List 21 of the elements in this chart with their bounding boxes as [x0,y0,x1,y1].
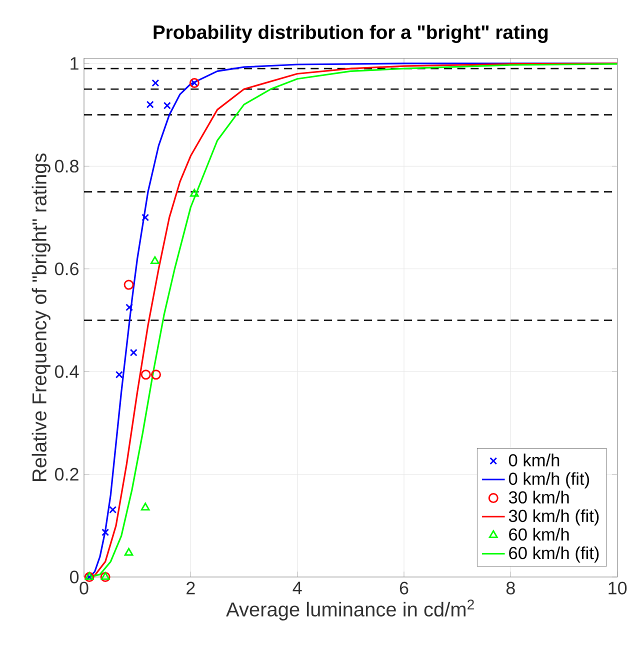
x-tick-label: 4 [292,582,302,594]
y-axis-title: Relative Frequency of "bright" ratings [32,154,50,481]
y-tick-label: 0 [70,570,79,584]
x-axis-title: Average luminance in cd/m$^{2}$ [226,600,474,620]
legend-label: 0 km/h [508,454,560,466]
legend-label: 60 km/h (fit) [509,546,599,563]
y-tick-label: 1 [70,57,78,70]
legend-label: 30 km/h (fit) [508,509,599,526]
x-tick-label: 0 [80,582,88,594]
x-tick-label: 2 [186,582,195,594]
legend-label: 30 km/h [508,490,569,504]
x-tick-label: 10 [608,582,627,594]
y-tick-label: 0.4 [54,365,79,378]
x-tick-label: 8 [506,582,515,594]
x-tick-label: 6 [400,582,408,594]
chart-title: Probability distribution for a "bright" rating [154,24,548,43]
legend-label: 60 km/h [509,528,569,541]
y-tick-label: 0.6 [54,262,78,276]
y-tick-label: 0.8 [54,160,78,173]
legend-label: 0 km/h (fit) [508,472,590,488]
y-tick-label: 0.2 [54,468,78,481]
